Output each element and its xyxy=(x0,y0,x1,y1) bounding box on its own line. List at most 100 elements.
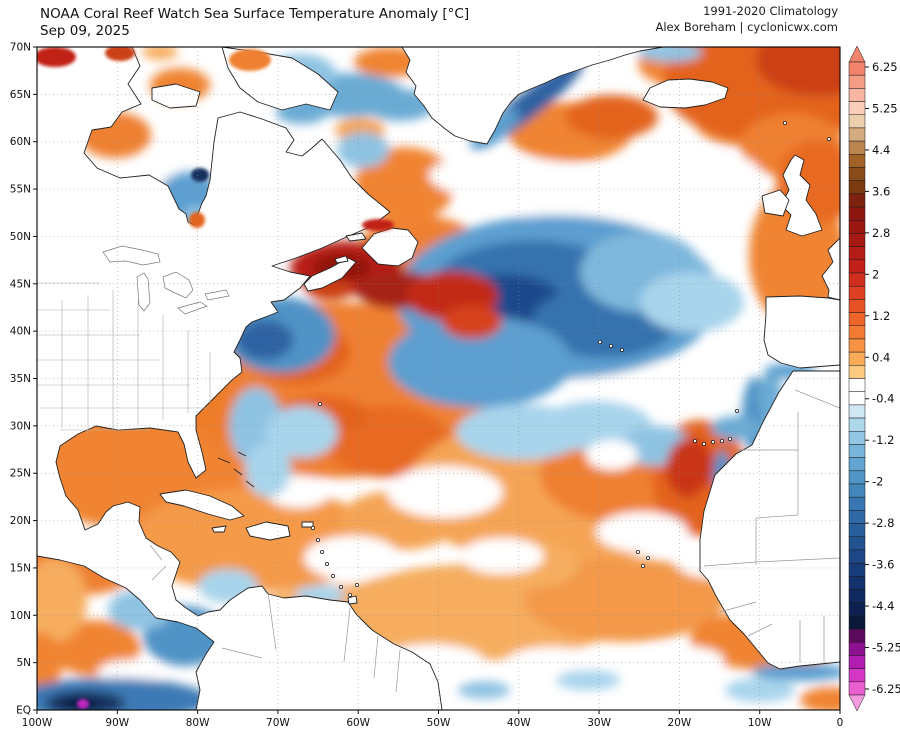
lon-tick-label: 90W xyxy=(105,717,129,729)
island-dot xyxy=(310,526,315,531)
anomaly-blob xyxy=(191,168,209,182)
anomaly-blob xyxy=(388,316,572,408)
colorbar-tick-label: -2 xyxy=(872,475,883,489)
island-dot xyxy=(347,593,352,598)
anomaly-field xyxy=(37,47,840,710)
africa-country-borders xyxy=(703,389,840,663)
colorbar-top-arrow xyxy=(848,45,866,63)
lat-tick-label: 40N xyxy=(10,326,31,338)
anomaly-blob xyxy=(229,49,271,71)
colorbar-tick-label: 5.25 xyxy=(872,101,898,115)
anomaly-blob xyxy=(428,157,652,215)
colorbar: 6.25 5.25 4.4 3.6 2.8 2 1.2 0.4 -0.4 -1.2 -2 -2.8 -3… xyxy=(848,45,900,712)
colorbar-segment xyxy=(848,510,866,524)
island-dot xyxy=(319,550,324,555)
colorbar-segment xyxy=(848,114,866,129)
lon-tick-label: 80W xyxy=(186,717,210,729)
anomaly-blob xyxy=(460,538,544,574)
lat-tick-label: 60N xyxy=(10,136,31,148)
anomaly-blob xyxy=(756,47,840,96)
island-dot xyxy=(598,339,603,344)
anomaly-blob xyxy=(98,660,162,684)
colorbar-tick-label: -6.25 xyxy=(872,682,900,696)
island-dot xyxy=(641,564,646,569)
colorbar-segment xyxy=(848,668,866,683)
anomaly-blob xyxy=(387,466,503,518)
island-dot xyxy=(783,121,788,126)
southampton-island xyxy=(151,83,201,109)
north-america-landmass xyxy=(37,47,443,710)
anomaly-blob xyxy=(638,150,762,202)
island-dot xyxy=(315,538,320,543)
colorbar-segment xyxy=(848,431,866,445)
anomaly-blob xyxy=(362,219,394,231)
colorbar-segment xyxy=(848,365,866,379)
island-dot xyxy=(646,556,651,561)
bahamas-islands xyxy=(217,451,255,488)
anomaly-blob xyxy=(506,647,598,677)
gridlines xyxy=(37,47,840,710)
colorbar-tick-label: 6.25 xyxy=(872,60,898,74)
anomaly-specks xyxy=(37,47,394,709)
lon-tick-label: 60W xyxy=(346,717,370,729)
lat-tick-label: 15N xyxy=(10,562,31,574)
colorbar-tick-label: 4.4 xyxy=(872,143,890,157)
anomaly-blob xyxy=(525,558,725,642)
colorbar-segment xyxy=(848,576,866,590)
hispaniola xyxy=(245,521,291,541)
anomaly-blob xyxy=(245,443,291,497)
colorbar-segment xyxy=(848,642,866,656)
colorbar-segment xyxy=(848,351,866,366)
us-state-borders xyxy=(37,282,211,433)
chart-title: NOAA Coral Reef Watch Sea Surface Temper… xyxy=(40,6,469,22)
colorbar-segment xyxy=(848,220,866,234)
colorbar-segment xyxy=(848,299,866,313)
trinidad xyxy=(347,595,358,605)
colorbar-segment xyxy=(848,127,866,142)
island-dot xyxy=(324,562,329,567)
colorbar-segment xyxy=(848,140,866,155)
puerto-rico xyxy=(301,521,314,528)
colorbar-segment xyxy=(848,206,866,221)
nova-scotia xyxy=(303,257,357,292)
credit-label: Alex Boreham | cyclonicwx.com xyxy=(655,20,838,34)
colorbar-segment xyxy=(848,325,866,340)
lat-tick-label: EQ xyxy=(16,705,31,717)
island-dot xyxy=(609,343,614,348)
lon-tick-label: 40W xyxy=(507,717,531,729)
iberia xyxy=(763,295,840,369)
lon-tick-label: 100W xyxy=(22,717,53,729)
island-dot xyxy=(711,439,716,444)
colorbar-tick-label: -5.25 xyxy=(872,641,900,655)
south-america-borders xyxy=(149,544,401,693)
colorbar-tick-label: -1.2 xyxy=(872,433,894,447)
climatology-label: 1991-2020 Climatology xyxy=(703,4,838,18)
colorbar-segment xyxy=(848,602,866,617)
greenland-landmass xyxy=(401,47,664,145)
colorbar-segment xyxy=(848,312,866,326)
colorbar-segment xyxy=(848,536,866,551)
island-dot xyxy=(338,585,343,590)
colorbar-segment xyxy=(848,193,866,208)
island-dot xyxy=(330,574,335,579)
anomaly-blob xyxy=(586,440,638,470)
lon-tick-label: 30W xyxy=(587,717,611,729)
lat-tick-label: 45N xyxy=(10,278,31,290)
newfoundland-island xyxy=(361,227,419,267)
lat-tick-label: 65N xyxy=(10,89,31,101)
anomaly-blob xyxy=(266,406,338,458)
lon-tick-label: 50W xyxy=(427,717,451,729)
colorbar-segment xyxy=(848,589,866,603)
colorbar-segment xyxy=(848,154,866,168)
ireland xyxy=(761,189,790,217)
island-dot xyxy=(720,438,725,443)
anomaly-blob xyxy=(556,670,620,690)
colorbar-segment xyxy=(848,523,866,537)
colorbar-segment xyxy=(848,655,866,669)
anomaly-blob xyxy=(725,678,795,702)
colorbar-segment xyxy=(848,483,866,498)
lat-tick-label: 25N xyxy=(10,468,31,480)
island-dot xyxy=(702,441,707,446)
anomaly-blob xyxy=(37,558,87,642)
